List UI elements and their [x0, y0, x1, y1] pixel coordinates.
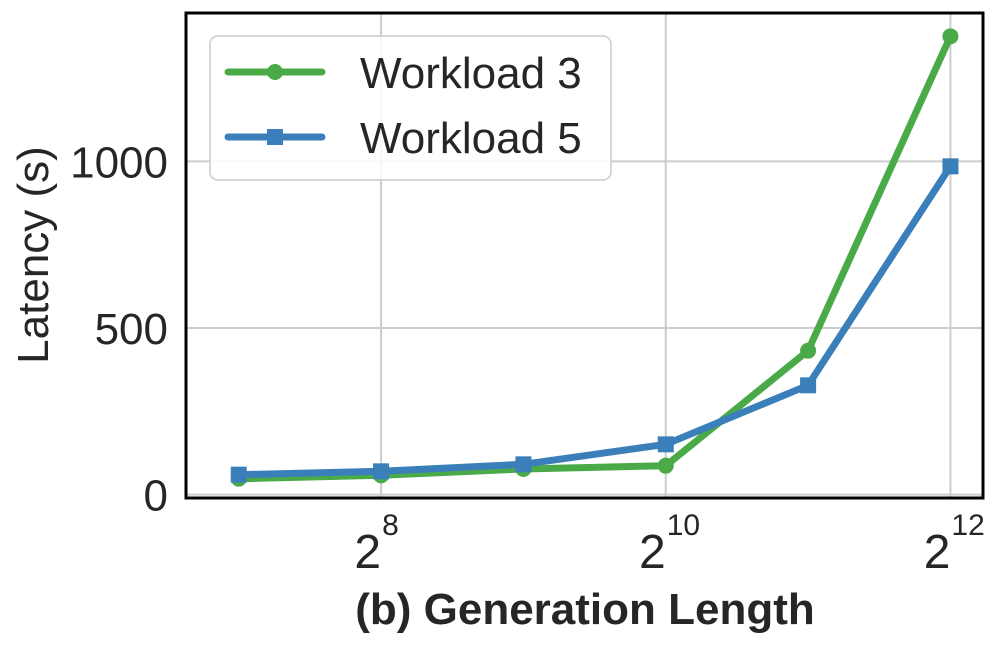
data-point-square — [373, 463, 390, 480]
series-layer — [230, 28, 959, 487]
data-point-square — [800, 377, 817, 394]
x-tick-label-base: 2 — [924, 526, 951, 579]
x-tick-label-exponent: 12 — [951, 509, 984, 542]
x-tick-label-exponent: 10 — [667, 509, 700, 542]
x-tick-label-base: 2 — [354, 526, 381, 579]
y-tick-labels: 0 500 1000 — [70, 138, 168, 520]
plot-frame — [184, 11, 985, 500]
x-axis-title: (b) Generation Length — [355, 585, 815, 634]
data-point-circle — [800, 342, 817, 359]
x-tick-label-exponent: 8 — [382, 509, 399, 542]
series-line-workload-5 — [235, 162, 954, 479]
x-tick-label-base: 2 — [639, 526, 666, 579]
y-tick-label: 0 — [144, 472, 168, 521]
data-point-circle — [942, 28, 959, 45]
legend-label-workload-3: Workload 3 — [360, 49, 582, 98]
series-line-workload-3 — [235, 32, 954, 483]
y-axis-title: Latency (s) — [9, 146, 58, 364]
data-point-square — [942, 158, 959, 175]
y-tick-label: 500 — [95, 305, 168, 354]
data-point-circle — [657, 457, 674, 474]
legend-label-workload-5: Workload 5 — [360, 114, 582, 163]
legend-marker-workload-5 — [267, 129, 283, 145]
data-point-square — [515, 456, 532, 473]
y-tick-label: 1000 — [70, 138, 168, 187]
data-point-square — [230, 466, 247, 483]
legend: Workload 3 Workload 5 — [209, 35, 612, 181]
data-point-square — [657, 436, 674, 453]
legend-marker-workload-3 — [267, 64, 283, 80]
